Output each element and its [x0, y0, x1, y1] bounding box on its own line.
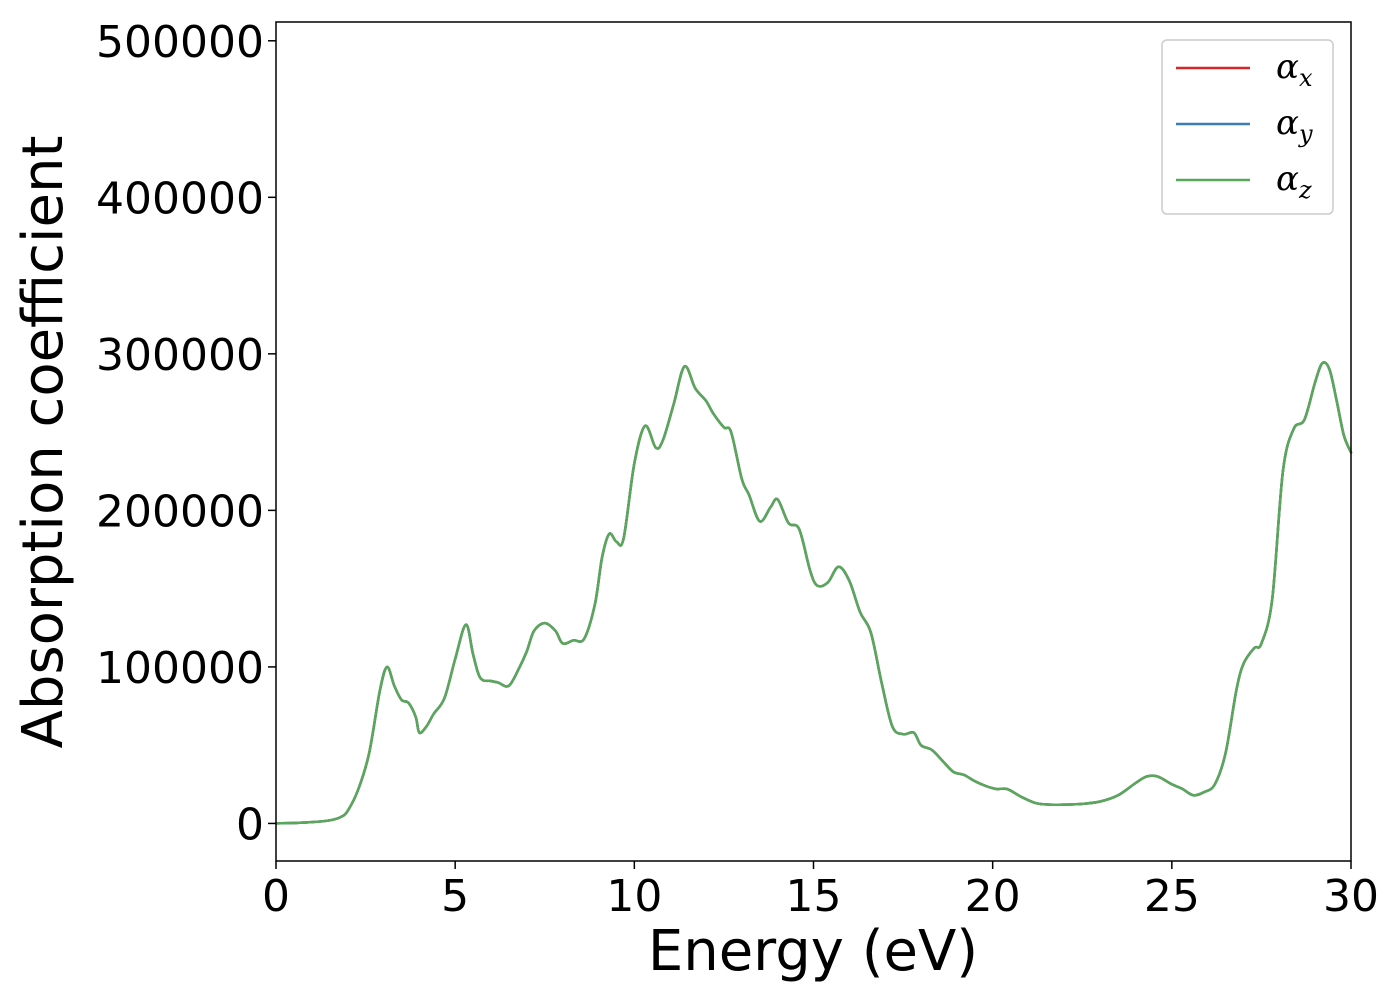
x-tick-label: 20	[965, 871, 1021, 922]
x-tick-label: 10	[606, 871, 662, 922]
series-line-y	[274, 361, 1353, 825]
x-axis-label: Energy (eV)	[648, 919, 978, 984]
x-tick-label: 25	[1144, 871, 1200, 922]
x-axis-ticks: 0 5 10 15 20 25 30	[262, 861, 1379, 922]
y-axis-ticks: 0 100000 200000 300000 400000 500000	[96, 17, 276, 850]
y-tick-label: 200000	[96, 486, 264, 537]
y-tick-label: 400000	[96, 173, 264, 224]
series-line-z	[274, 361, 1353, 825]
y-tick-label: 100000	[96, 643, 264, 694]
y-tick-label: 500000	[96, 17, 264, 68]
x-tick-label: 0	[262, 871, 290, 922]
legend-label-z: αz	[1276, 159, 1312, 204]
y-axis-label: Absorption coefficient	[11, 136, 76, 749]
series-line-x	[274, 361, 1353, 825]
x-tick-label: 15	[786, 871, 842, 922]
y-tick-label: 0	[236, 799, 264, 850]
x-tick-label: 30	[1323, 871, 1379, 922]
legend-box	[1161, 39, 1334, 215]
series-lines	[274, 361, 1353, 825]
x-tick-label: 5	[441, 871, 469, 922]
y-tick-label: 300000	[96, 330, 264, 381]
